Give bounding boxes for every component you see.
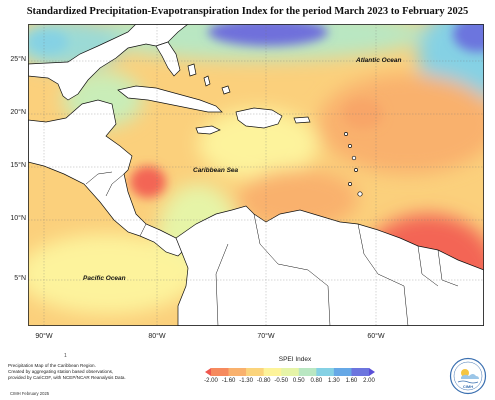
legend-tick-label: -0.80 (256, 378, 271, 384)
legend-swatch (205, 368, 211, 376)
land-bahamas (187, 63, 231, 95)
land-masses (28, 24, 484, 326)
legend-swatch (333, 368, 352, 376)
graticule (28, 24, 484, 326)
land-cuba (117, 85, 223, 113)
legend-title: SPEI Index (278, 356, 312, 363)
land-north-america (28, 24, 189, 101)
land-south-america (175, 205, 484, 326)
credit-line: Precipitation Map of the Caribbean Regio… (8, 363, 96, 368)
land-florida (155, 41, 181, 77)
credit-text: Precipitation Map of the Caribbean Regio… (8, 363, 158, 381)
legend-tick-label: 2.00 (363, 378, 375, 384)
wet-patch-corner (453, 24, 484, 52)
legend-colorbar (205, 368, 375, 376)
note-mark: 1 (64, 353, 67, 359)
lat-tick-10n: 10°N (10, 215, 26, 222)
legend-swatch (228, 368, 247, 376)
land-puerto-rico (293, 116, 311, 124)
legend-tick-label: 1.30 (328, 378, 340, 384)
lon-tick-60w: 60°W (367, 333, 385, 340)
legend-swatch (211, 368, 229, 376)
legend-tick-label: -1.30 (239, 378, 253, 384)
dry-zone-atlantic (318, 74, 484, 174)
map-frame (28, 24, 484, 326)
wet-patch-west (28, 30, 68, 54)
land-jamaica (195, 125, 221, 135)
lat-tick-25n: 25°N (10, 56, 26, 63)
legend-swatch (351, 368, 370, 376)
legend-tick-label: -0.50 (274, 378, 289, 384)
legend-labels: -2.00 -1.60 -1.30 -0.80 -0.50 0.50 0.80 1.30 1.6… (201, 378, 379, 388)
legend-swatch (263, 368, 282, 376)
cimh-logo: CIMH (449, 357, 487, 395)
legend-swatch (316, 368, 335, 376)
label-caribbean-sea: Caribbean Sea (193, 167, 239, 174)
logo-text: CIMH (463, 384, 473, 389)
legend-tick-label: -2.00 (204, 378, 218, 384)
dry-patch-honduras (130, 166, 166, 198)
credit-line: provided by CariCOF, with NCEP/NCAR Rean… (8, 375, 126, 380)
lat-tick-5n: 5°N (14, 275, 26, 282)
legend-tick-label: -1.60 (221, 378, 236, 384)
lon-tick-90w: 90°W (35, 333, 53, 340)
legend-swatch (246, 368, 264, 376)
map-title: Standardized Precipitation-Evapotranspir… (26, 6, 469, 17)
near-normal-pacific (28, 234, 198, 314)
legend-tick-label: 1.60 (345, 378, 358, 384)
lon-tick-70w: 70°W (257, 333, 275, 340)
dry-zone-caribbean (238, 169, 358, 229)
legend-tick-label: 0.50 (292, 378, 305, 384)
label-atlantic-ocean: Atlantic Ocean (355, 57, 402, 64)
land-central-america (28, 99, 185, 257)
land-lesser-antilles (344, 132, 348, 136)
legend-swatch (298, 368, 317, 376)
legend-swatch (281, 368, 300, 376)
wet-patch-top (208, 24, 328, 46)
dry-patch-atlantic (343, 99, 383, 129)
lat-tick-20n: 20°N (10, 109, 26, 116)
lon-tick-80w: 80°W (148, 333, 166, 340)
spei-map: Atlantic Ocean Caribbean Sea Pacific Oce… (28, 24, 484, 326)
dry-zone-central (198, 109, 318, 179)
legend-tick-label: 0.80 (310, 378, 323, 384)
country-borders (85, 171, 459, 326)
legend-swatch (369, 368, 375, 376)
land-hispaniola (235, 107, 283, 129)
label-pacific-ocean: Pacific Ocean (83, 275, 126, 282)
footer-text: CIMH February 2025 (10, 391, 50, 396)
credit-line: Created by aggregating station based obs… (8, 369, 114, 374)
lat-tick-15n: 15°N (10, 162, 26, 169)
